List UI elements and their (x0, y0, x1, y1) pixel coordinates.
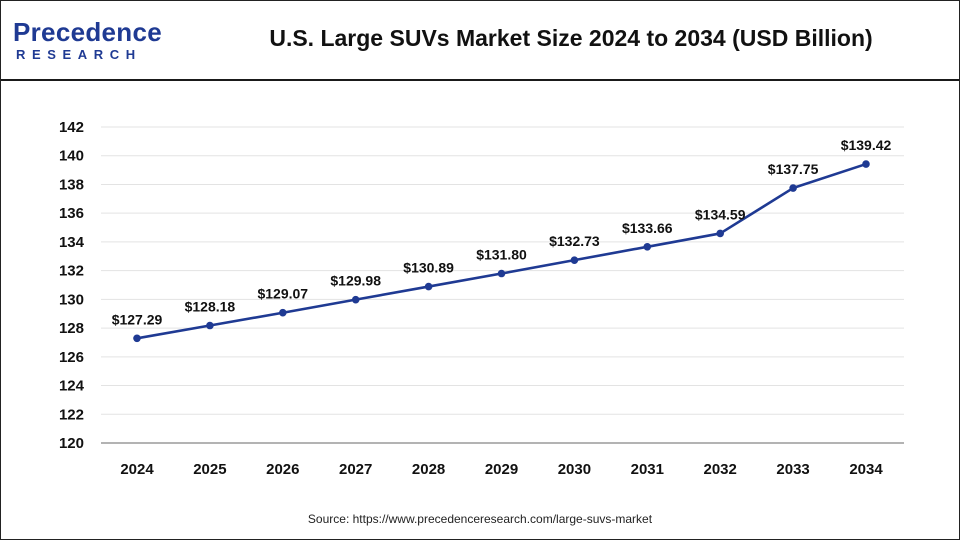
x-tick-label: 2029 (485, 461, 518, 478)
data-label: $139.42 (841, 137, 892, 153)
data-label: $130.89 (403, 260, 454, 276)
y-tick-label: 140 (59, 148, 84, 165)
chart-title: U.S. Large SUVs Market Size 2024 to 2034… (269, 25, 873, 51)
data-label: $128.18 (185, 299, 236, 315)
y-tick-label: 142 (59, 119, 84, 136)
data-point (279, 308, 287, 317)
data-label: $133.66 (622, 220, 673, 236)
x-tick-label: 2032 (704, 461, 737, 478)
header: Precedence RESEARCH U.S. Large SUVs Mark… (1, 1, 959, 81)
data-label: $129.07 (257, 286, 308, 302)
x-tick-label: 2034 (849, 461, 883, 478)
precedence-research-logo: Precedence RESEARCH (13, 15, 163, 65)
data-point (424, 282, 433, 291)
data-point (643, 242, 652, 251)
data-label: $127.29 (112, 311, 163, 327)
y-tick-label: 136 (59, 205, 84, 222)
x-tick-label: 2024 (120, 461, 154, 478)
y-tick-label: 132 (59, 263, 84, 280)
x-tick-label: 2031 (631, 461, 664, 478)
line-chart: 120 122 124 126 128 130 132 134 136 138 140 142 2024… (59, 119, 904, 478)
data-point (133, 334, 141, 343)
y-tick-label: 138 (59, 176, 84, 193)
y-tick-label: 128 (59, 320, 84, 337)
data-label: $131.80 (476, 247, 527, 263)
logo-main-text: Precedence (13, 17, 162, 47)
data-label: $134.59 (695, 206, 746, 222)
y-tick-label: 134 (59, 234, 85, 251)
y-tick-label: 130 (59, 291, 84, 308)
data-label: $129.98 (330, 273, 381, 289)
x-tick-label: 2028 (412, 461, 445, 478)
data-point (206, 321, 214, 330)
data-label: $132.73 (549, 233, 600, 249)
data-label: $137.75 (768, 161, 819, 177)
data-point (351, 295, 360, 304)
data-point (789, 184, 797, 192)
data-point (570, 256, 579, 264)
y-tick-label: 124 (59, 378, 85, 395)
y-tick-label: 122 (59, 406, 84, 423)
x-tick-label: 2027 (339, 461, 372, 478)
x-tick-label: 2030 (558, 461, 591, 478)
source-note: Source: https://www.precedenceresearch.c… (307, 512, 653, 526)
data-point (497, 269, 506, 278)
data-point (862, 160, 870, 168)
logo-sub-text: RESEARCH (16, 47, 142, 62)
y-tick-label: 120 (59, 435, 84, 452)
y-tick-label: 126 (59, 349, 84, 366)
data-point (716, 229, 724, 238)
x-tick-label: 2026 (266, 461, 299, 478)
x-tick-label: 2025 (193, 461, 226, 478)
x-tick-label: 2033 (776, 461, 809, 478)
